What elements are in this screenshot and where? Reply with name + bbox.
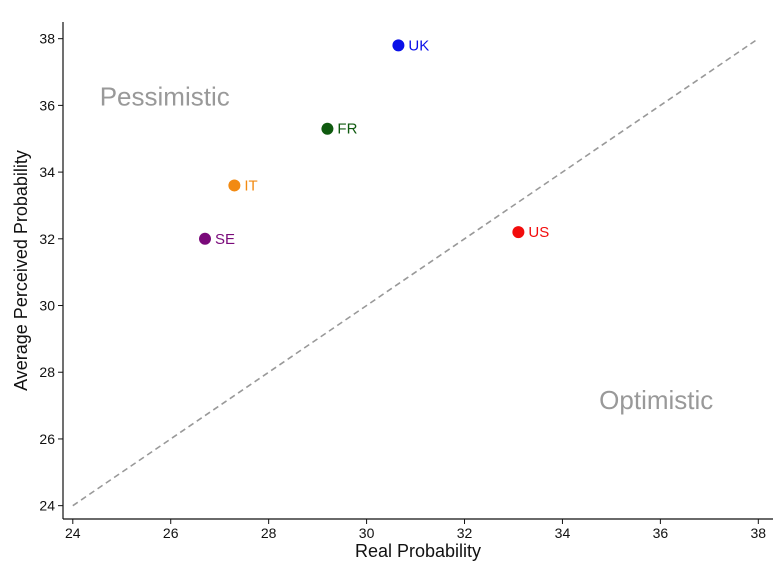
y-tick-label: 38 xyxy=(39,31,55,47)
region-label-optimistic: Optimistic xyxy=(599,385,713,415)
data-point-us xyxy=(512,226,525,239)
point-label-us: US xyxy=(528,224,549,241)
data-point-it xyxy=(228,179,241,192)
y-tick-label: 34 xyxy=(39,164,55,180)
y-tick-label: 28 xyxy=(39,364,55,380)
x-tick-label: 30 xyxy=(359,525,375,541)
y-tick-label: 36 xyxy=(39,97,55,113)
y-tick-label: 24 xyxy=(39,498,55,514)
y-tick-label: 32 xyxy=(39,231,55,247)
data-point-uk xyxy=(392,39,405,52)
data-point-fr xyxy=(321,122,334,135)
y-tick-label: 26 xyxy=(39,431,55,447)
y-axis-title: Average Perceived Probability xyxy=(11,150,31,391)
x-tick-label: 28 xyxy=(261,525,277,541)
x-tick-label: 34 xyxy=(555,525,571,541)
x-tick-label: 38 xyxy=(751,525,767,541)
y-tick-label: 30 xyxy=(39,298,55,314)
region-label-pessimistic: Pessimistic xyxy=(100,81,230,111)
point-label-se: SE xyxy=(215,231,235,248)
point-label-uk: UK xyxy=(408,37,429,54)
x-tick-label: 24 xyxy=(65,525,81,541)
point-label-fr: FR xyxy=(337,121,357,138)
x-axis-title: Real Probability xyxy=(355,541,481,561)
plot-area: 24 26 28 30 32 34 36 38 24 26 28 30 32 34 36 38 Pessimis… xyxy=(39,22,773,541)
diagonal-reference-line xyxy=(72,38,759,507)
x-tick-label: 36 xyxy=(653,525,669,541)
data-point-se xyxy=(199,232,211,245)
x-tick-label: 26 xyxy=(163,525,179,541)
point-label-it: IT xyxy=(244,177,257,194)
x-tick-label: 32 xyxy=(457,525,473,541)
